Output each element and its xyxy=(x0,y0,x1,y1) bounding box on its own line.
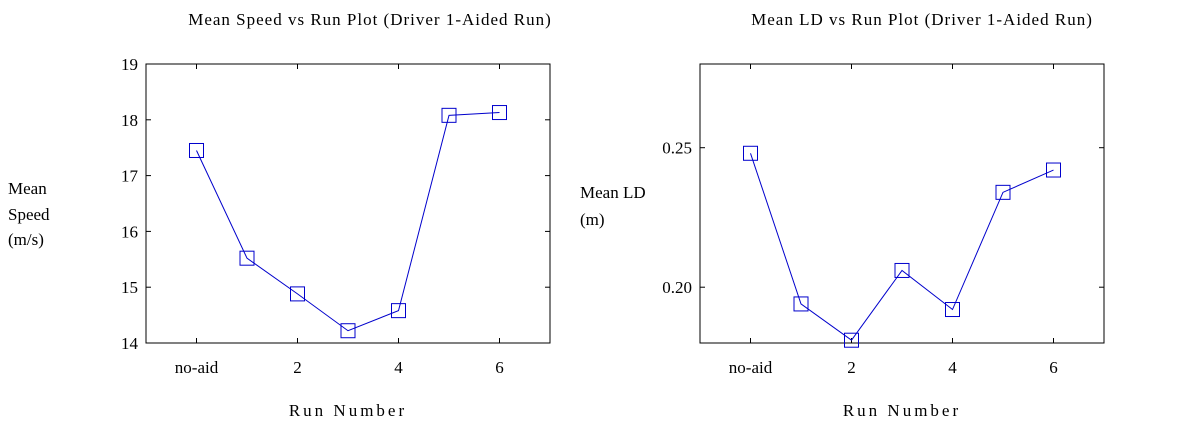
chart-1-xtick-label: 2 xyxy=(293,358,302,377)
chart-2-data-point xyxy=(894,262,910,278)
chart-2-data-point xyxy=(793,296,809,312)
chart-2-xtick-label: 2 xyxy=(847,358,856,377)
chart-1-data-point xyxy=(290,286,305,302)
chart-1-data-point xyxy=(340,323,356,339)
chart-1-data-point xyxy=(441,107,457,123)
chart-1-plot-frame xyxy=(145,63,551,344)
chart-2-xlabel: Run Number xyxy=(843,401,961,420)
chart-1-ytick-label: 16 xyxy=(121,222,138,241)
chart-2-ylabel-line-1: Mean LD xyxy=(580,183,646,202)
chart-2-series-line xyxy=(750,153,1054,341)
chart-2-marks: 0.20 0.25 no-aid 2 4 6 xyxy=(662,64,1104,377)
chart-1-ylabel-line-1: Mean xyxy=(8,179,47,198)
chart-2-data-point xyxy=(945,302,960,318)
chart-1-ytick-label: 18 xyxy=(121,111,138,130)
chart-1-ytick-label: 14 xyxy=(121,334,139,353)
chart-1-ylabel-line-2: Speed xyxy=(8,205,50,224)
chart-1-data-point xyxy=(189,142,204,158)
chart-1-series-line xyxy=(196,112,500,332)
chart-2-ytick-label: 0.20 xyxy=(662,278,692,297)
chart-2-xtick-label: 4 xyxy=(948,358,957,377)
chart-1-ytick-label: 15 xyxy=(121,278,138,297)
chart-1-ylabel-line-3: (m/s) xyxy=(8,230,44,249)
chart-2-ylabel-line-2: (m) xyxy=(580,210,605,229)
chart-1-data-point xyxy=(391,303,406,319)
chart-1-title: Mean Speed vs Run Plot (Driver 1-Aided R… xyxy=(188,10,552,29)
chart-2-data-point xyxy=(1046,162,1061,178)
chart-2-xtick-label: no-aid xyxy=(729,358,773,377)
chart-2-xtick-label: 6 xyxy=(1049,358,1058,377)
chart-1-ytick-label: 17 xyxy=(121,167,139,186)
chart-1-xtick-label: 4 xyxy=(394,358,403,377)
chart-2-plot-frame xyxy=(699,63,1105,344)
chart-1-xtick-label: no-aid xyxy=(175,358,219,377)
chart-mean-speed: Mean Speed vs Run Plot (Driver 1-Aided R… xyxy=(8,10,552,420)
chart-2-data-point xyxy=(743,145,758,161)
chart-1-xtick-label: 6 xyxy=(495,358,504,377)
chart-2-data-point xyxy=(844,332,859,348)
chart-1-data-point xyxy=(239,250,255,266)
chart-2-title: Mean LD vs Run Plot (Driver 1-Aided Run) xyxy=(751,10,1093,29)
chart-1-data-point xyxy=(492,105,507,121)
chart-1-xlabel: Run Number xyxy=(289,401,407,420)
chart-mean-ld: Mean LD vs Run Plot (Driver 1-Aided Run)… xyxy=(580,10,1105,420)
chart-2-ytick-label: 0.25 xyxy=(662,139,692,158)
chart-1-marks: 14 15 16 17 18 19 no-aid 2 4 6 xyxy=(121,55,550,377)
chart-1-ytick-label: 19 xyxy=(121,55,138,74)
chart-2-data-point xyxy=(995,184,1011,200)
